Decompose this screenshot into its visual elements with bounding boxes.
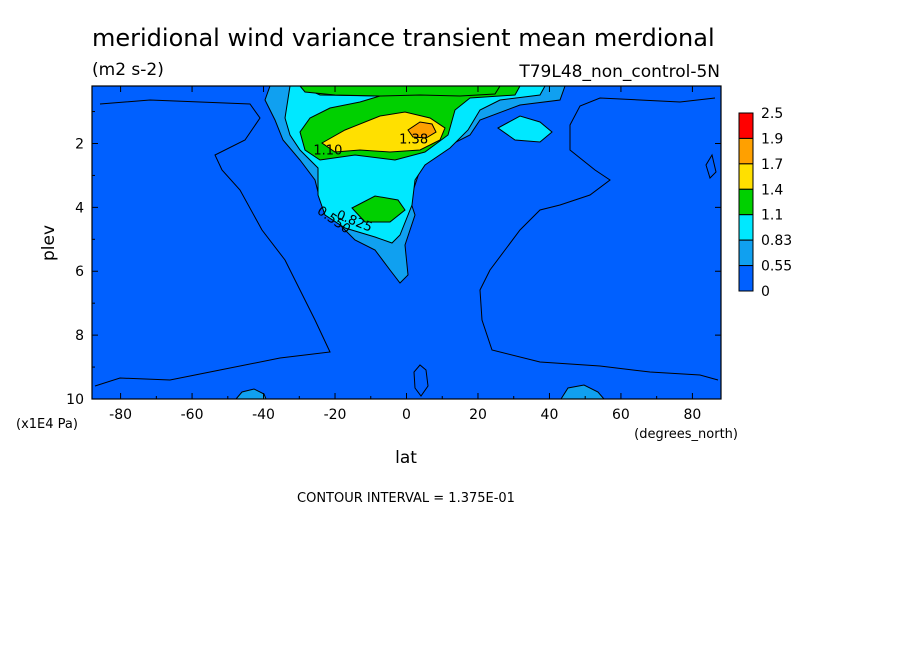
y-tick-label: 4 bbox=[75, 200, 84, 216]
contour-lines bbox=[94, 97, 719, 387]
colorbar-label: 1.9 bbox=[761, 131, 783, 147]
colorbar-swatch bbox=[738, 163, 754, 190]
colorbar-swatch bbox=[738, 239, 754, 267]
y-tick-label: 2 bbox=[75, 136, 84, 152]
x-tick-label: 0 bbox=[402, 407, 411, 423]
colorbar-label: 0 bbox=[761, 284, 770, 300]
y-units: (x1E4 Pa) bbox=[16, 417, 78, 432]
fill-blob-subtropical bbox=[497, 115, 553, 143]
contour-fills bbox=[234, 85, 606, 400]
colorbar-swatch bbox=[738, 112, 754, 139]
y-tick-label: 8 bbox=[75, 328, 84, 344]
y-axis-label: plev bbox=[39, 225, 59, 261]
contour-interval: CONTOUR INTERVAL = 1.375E-01 bbox=[297, 491, 515, 506]
fill-surface-equator bbox=[413, 364, 429, 397]
x-axis-label: lat bbox=[395, 448, 417, 468]
colorbar-label: 0.83 bbox=[761, 233, 792, 249]
chart-title: meridional wind variance transient mean … bbox=[92, 24, 715, 52]
fill-lobe-mid bbox=[351, 195, 406, 223]
contour-line-east-small bbox=[705, 153, 717, 179]
x-tick-label: -80 bbox=[109, 407, 132, 423]
contour-line-west bbox=[94, 99, 331, 387]
x-tick-label: -20 bbox=[324, 407, 347, 423]
contour-line-east bbox=[479, 97, 719, 381]
x-tick-label: -60 bbox=[181, 407, 204, 423]
y-axis: 2 4 6 8 10 bbox=[66, 111, 721, 408]
contour-label: 1.10 bbox=[313, 144, 342, 159]
x-tick-label: 80 bbox=[683, 407, 701, 423]
x-units: (degrees_north) bbox=[634, 427, 738, 442]
colorbar-label: 2.5 bbox=[761, 106, 783, 122]
x-axis: -80 -60 -40 -20 0 20 40 60 80 bbox=[109, 86, 701, 423]
colorbar-label: 1.1 bbox=[761, 208, 783, 224]
y-tick-label: 10 bbox=[66, 392, 84, 408]
run-label: T79L48_non_control-5N bbox=[518, 62, 720, 82]
y-tick-label: 6 bbox=[75, 264, 84, 280]
fill-peak-1-7 bbox=[407, 121, 437, 139]
fill-core-1-4 bbox=[321, 111, 446, 153]
contour-label: 1.38 bbox=[399, 132, 428, 147]
colorbar-swatch bbox=[738, 265, 754, 292]
colorbar-label: 1.4 bbox=[761, 182, 783, 198]
colorbar-label: 1.7 bbox=[761, 157, 783, 173]
x-tick-label: 40 bbox=[541, 407, 559, 423]
x-tick-label: 60 bbox=[612, 407, 630, 423]
colorbar-swatch bbox=[738, 188, 754, 216]
colorbar-swatch bbox=[738, 137, 754, 165]
chart-units: (m2 s-2) bbox=[92, 60, 164, 80]
x-tick-label: 20 bbox=[469, 407, 487, 423]
colorbar-swatch bbox=[738, 214, 754, 241]
x-tick-label: -40 bbox=[252, 407, 275, 423]
fill-top-band bbox=[298, 85, 501, 97]
colorbar-label: 0.55 bbox=[761, 259, 792, 275]
colorbar: 2.5 1.9 1.7 1.4 1.1 0.83 0.55 0 bbox=[738, 106, 792, 300]
